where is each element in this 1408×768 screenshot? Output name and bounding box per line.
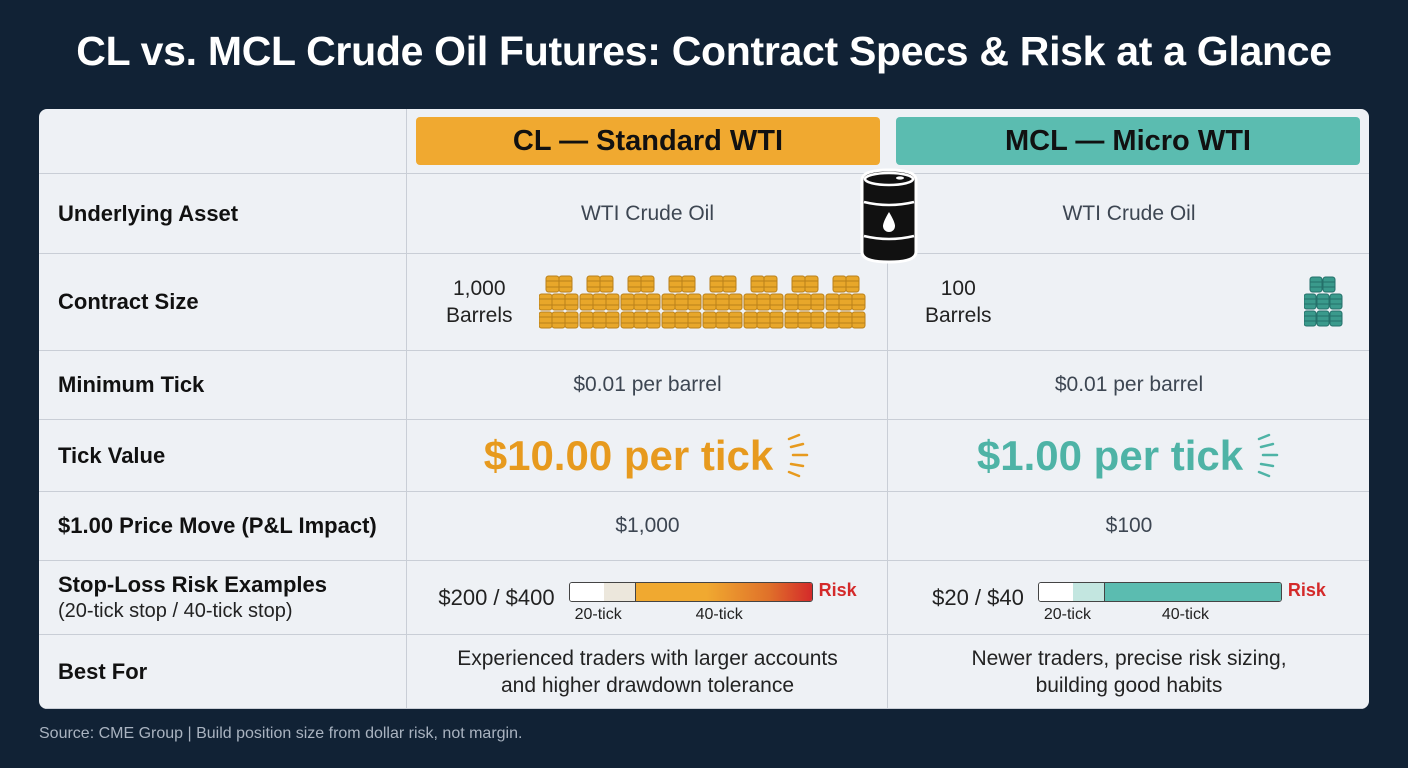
mcl-tick-value: $1.00 per tick [976, 431, 1244, 479]
tick-40-label: 40-tick [695, 605, 743, 623]
tick-20-label: 20-tick [574, 605, 622, 623]
small-barrel-stack-icon [1303, 276, 1343, 327]
page-title: CL vs. MCL Crude Oil Futures: Contract S… [76, 28, 1332, 74]
mcl-min-tick-value: $0.01 per barrel [1054, 373, 1204, 396]
cl-best-for-line1: Experienced traders with larger accounts [457, 646, 838, 670]
cl-tick-value: $10.00 per tick [483, 431, 774, 479]
oil-barrel-icon [860, 168, 918, 264]
row-minimum-tick: Minimum Tick $0.01 per barrel $0.01 per … [39, 351, 1369, 420]
comparison-table: CL — Standard WTI MCL — Micro WTI Underl… [39, 109, 1369, 709]
row-stop-loss: Stop-Loss Risk Examples (20-tick stop / … [39, 561, 1369, 635]
cl-underlying-value: WTI Crude Oil [580, 201, 714, 225]
row-label: Stop-Loss Risk Examples [58, 572, 327, 597]
cl-best-for-line2: and higher drawdown tolerance [500, 673, 795, 697]
row-underlying-asset: Underlying Asset WTI Crude Oil WTI Crude… [39, 174, 1369, 254]
row-sublabel: (20-tick stop / 40-tick stop) [58, 600, 293, 622]
mcl-contract-qty: 100 [940, 277, 976, 300]
row-label: Tick Value [58, 442, 166, 468]
row-price-move: $1.00 Price Move (P&L Impact) $1,000 $10… [39, 492, 1369, 561]
mcl-underlying-value: WTI Crude Oil [1062, 201, 1196, 225]
source-note: Source: CME Group | Build position size … [39, 725, 523, 742]
mcl-contract-unit: Barrels [925, 304, 992, 327]
row-best-for: Best For Experienced traders with larger… [39, 635, 1369, 709]
cl-contract-unit: Barrels [446, 304, 513, 327]
mcl-best-for-line1: Newer traders, precise risk sizing, [971, 646, 1287, 670]
mcl-price-move-value: $100 [1105, 514, 1153, 537]
cl-stop-loss-value: $200 / $400 [438, 584, 555, 610]
header-row: CL — Standard WTI MCL — Micro WTI [39, 109, 1369, 174]
mcl-column-header: MCL — Micro WTI [896, 117, 1360, 165]
row-label: Minimum Tick [58, 372, 205, 397]
risk-label: Risk [1287, 580, 1326, 600]
emphasis-lines-icon [1257, 433, 1279, 477]
barrel-stack-icon [539, 274, 869, 330]
tick-40-label: 40-tick [1161, 605, 1209, 623]
risk-label: Risk [818, 580, 857, 600]
mcl-stop-loss-value: $20 / $40 [932, 584, 1024, 610]
cl-column-header: CL — Standard WTI [416, 117, 880, 165]
cl-contract-qty: 1,000 [452, 277, 506, 300]
mcl-risk-bar: 20-tick 40-tick [1037, 575, 1282, 623]
emphasis-lines-icon [788, 433, 809, 477]
cl-risk-bar: 20-tick 40-tick [568, 575, 813, 623]
row-label: Contract Size [58, 289, 199, 314]
row-tick-value: Tick Value $10.00 per tick $1.00 per tic… [39, 420, 1369, 492]
tick-20-label: 20-tick [1043, 605, 1091, 623]
row-contract-size: Contract Size 1,000 Barrels [39, 254, 1369, 351]
row-label: $1.00 Price Move (P&L Impact) [58, 513, 377, 538]
cl-price-move-value: $1,000 [615, 514, 680, 537]
mcl-best-for-line2: building good habits [1035, 673, 1223, 697]
row-label: Best For [58, 658, 148, 684]
row-label: Underlying Asset [58, 200, 239, 226]
cl-min-tick-value: $0.01 per barrel [573, 373, 722, 396]
